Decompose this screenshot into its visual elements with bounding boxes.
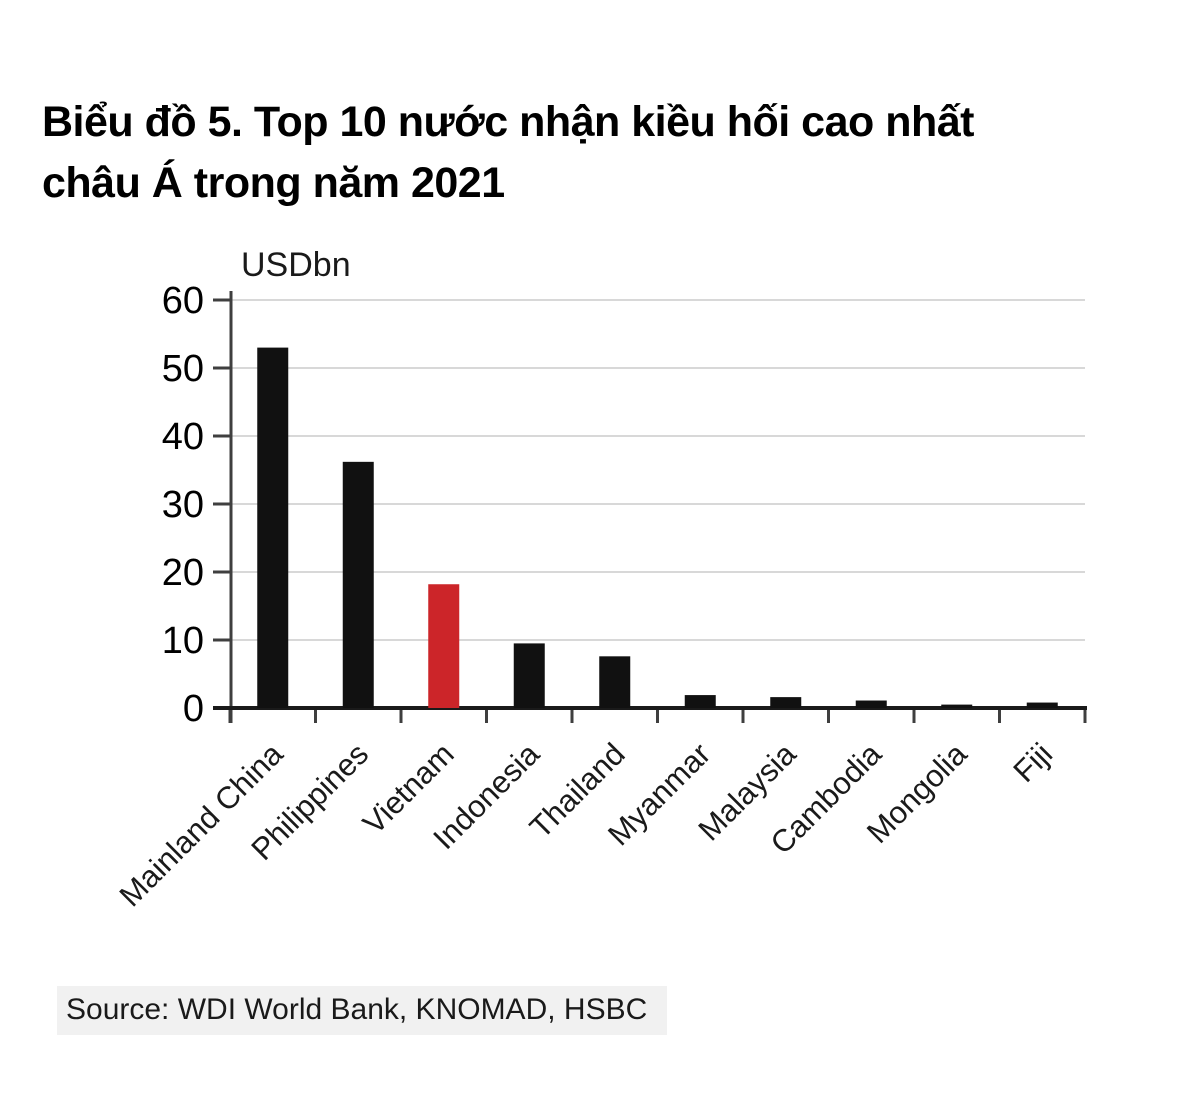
bar-philippines [342,461,374,708]
bar-cambodia [855,700,887,708]
y-axis-unit-label: USDbn [241,246,351,284]
bar-malaysia [770,697,802,708]
y-tick-label-60: 60 [162,280,204,322]
y-tick-label-0: 0 [183,688,204,730]
bar-thailand [599,656,631,708]
bar-mainland-china [257,347,289,708]
y-tick-label-30: 30 [162,484,204,526]
chart-title: Biểu đồ 5. Top 10 nước nhận kiều hối cao… [42,92,1192,214]
bar-vietnam [428,584,460,708]
bar-mongolia [941,704,973,708]
bar-fiji [1026,702,1058,708]
chart-title-line-2: châu Á trong năm 2021 [42,159,505,207]
bar-indonesia [513,643,545,708]
source-note: Source: WDI World Bank, KNOMAD, HSBC [57,986,668,1035]
category-label-fiji: Fiji [1006,736,1059,789]
chart-title-line-1: Biểu đồ 5. Top 10 nước nhận kiều hối cao… [42,98,974,146]
y-tick-label-20: 20 [162,552,204,594]
bar-myanmar [684,695,716,708]
y-tick-label-50: 50 [162,348,204,390]
y-tick-label-10: 10 [162,620,204,662]
y-tick-label-40: 40 [162,416,204,458]
